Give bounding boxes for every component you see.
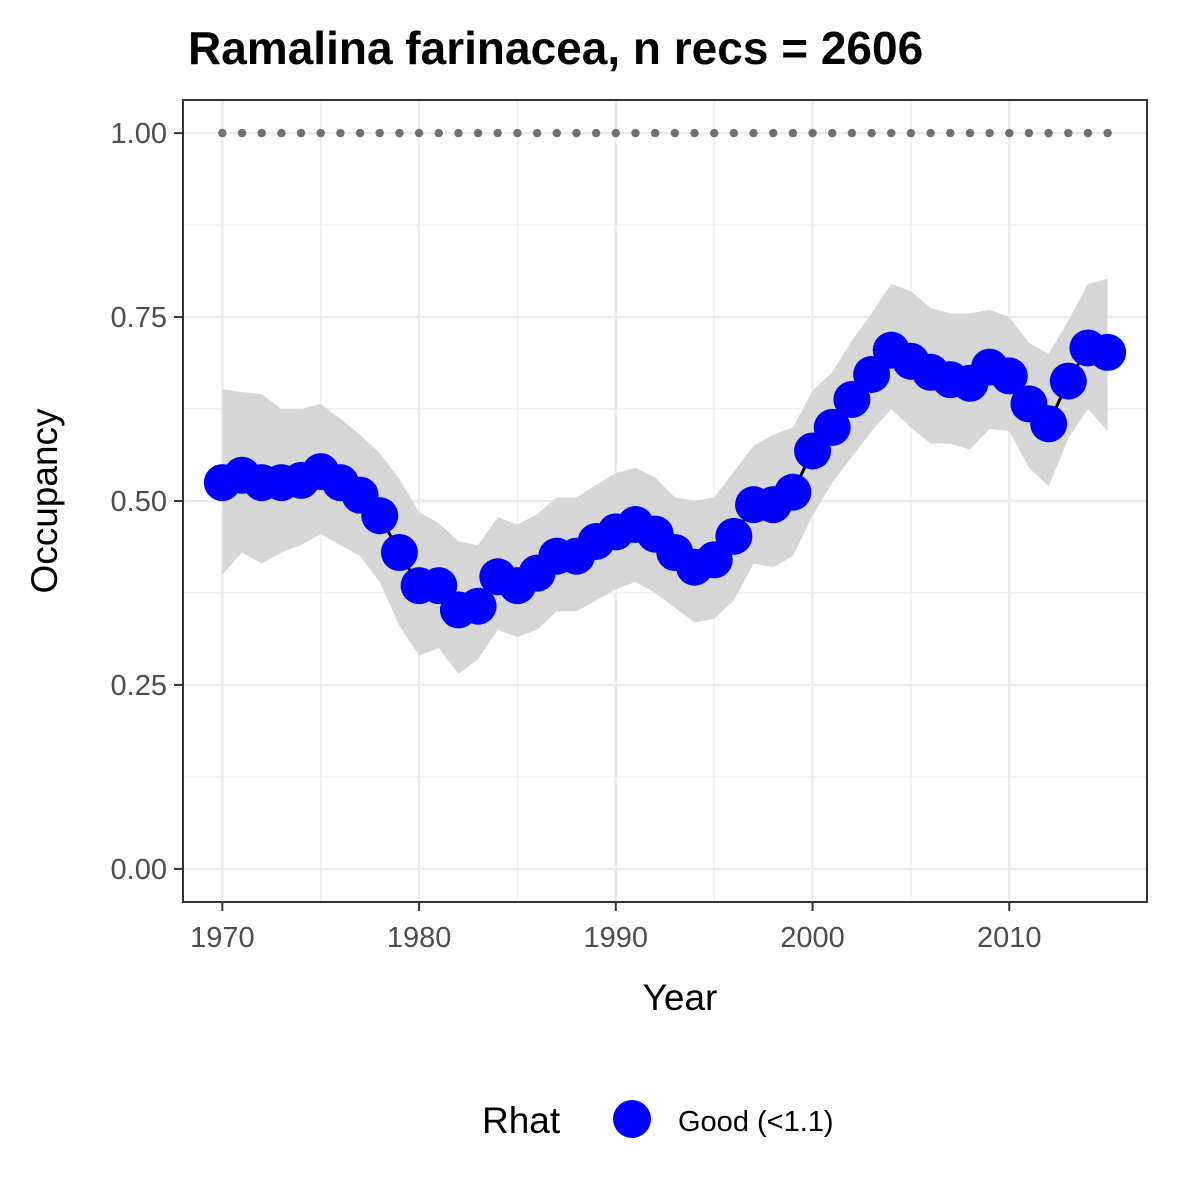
reference-dot	[532, 128, 542, 138]
occupancy-points-layer	[203, 329, 1127, 629]
reference-dot	[650, 128, 660, 138]
reference-dot	[336, 128, 345, 138]
reference-dot	[493, 128, 502, 138]
reference-dot	[887, 128, 896, 138]
reference-dot	[1044, 128, 1053, 138]
reference-dot	[218, 128, 227, 138]
reference-dot	[808, 128, 817, 138]
reference-dot	[769, 128, 778, 138]
reference-dot	[414, 128, 424, 138]
reference-dot	[296, 128, 306, 138]
y-tick-label: 1.00	[111, 118, 167, 150]
reference-dot	[867, 128, 876, 138]
reference-dot	[591, 128, 601, 138]
occupancy-point-1996	[715, 517, 753, 555]
y-tick-label: 0.75	[111, 302, 167, 334]
reference-dot	[965, 128, 975, 138]
x-tick-label: 2010	[977, 922, 1042, 954]
reference-dot	[749, 128, 758, 138]
reference-dot	[355, 128, 365, 138]
reference-dot	[985, 128, 994, 138]
reference-dot	[670, 128, 680, 138]
y-axis-ticks: 0.00 0.25 0.50 0.75 1.00	[111, 118, 183, 886]
x-tick-label: 1990	[584, 922, 649, 954]
x-tick-label: 1970	[190, 922, 255, 954]
occupancy-point-2015	[1089, 333, 1127, 371]
reference-dot	[946, 128, 955, 138]
x-tick-label: 1980	[387, 922, 452, 954]
reference-dot	[1024, 128, 1034, 138]
y-tick-label: 0.50	[111, 486, 167, 518]
occupancy-point-2001	[813, 408, 851, 446]
reference-dot	[237, 128, 247, 138]
reference-dot	[316, 128, 325, 138]
reference-dot	[1103, 128, 1112, 138]
occupancy-point-1983	[459, 587, 497, 625]
legend-key-good	[613, 1100, 651, 1138]
occupancy-point-2010	[990, 357, 1028, 395]
occupancy-point-1979	[380, 534, 418, 572]
reference-dot	[611, 128, 621, 138]
occupancy-point-1999	[774, 473, 812, 511]
reference-dot	[1064, 128, 1073, 138]
reference-line-layer	[218, 128, 1112, 138]
reference-dot	[1005, 128, 1014, 138]
x-tick-label: 2000	[780, 922, 845, 954]
legend: Rhat Good (<1.1)	[482, 1100, 834, 1141]
reference-dot	[926, 128, 935, 138]
y-tick-label: 0.00	[111, 854, 167, 886]
reference-dot	[690, 128, 699, 138]
reference-dot	[375, 128, 384, 138]
occupancy-point-2012	[1030, 405, 1068, 443]
reference-dot	[513, 128, 522, 138]
reference-dot	[1083, 128, 1093, 138]
reference-dot	[828, 128, 837, 138]
occupancy-point-1978	[361, 497, 399, 535]
reference-dot	[454, 128, 463, 138]
reference-dot	[729, 128, 739, 138]
reference-dot	[572, 128, 581, 138]
reference-dot	[709, 128, 719, 138]
y-tick-label: 0.25	[111, 670, 167, 702]
reference-dot	[257, 128, 266, 138]
y-axis-title: Occupancy	[24, 408, 65, 594]
reference-dot	[906, 128, 916, 138]
reference-dot	[631, 128, 640, 138]
x-axis-ticks: 1970 1980 1990 2000 2010	[190, 902, 1042, 954]
reference-dot	[395, 128, 404, 138]
chart-title: Ramalina farinacea, n recs = 2606	[188, 22, 923, 74]
legend-label-good: Good (<1.1)	[678, 1106, 834, 1138]
reference-dot	[277, 128, 286, 138]
occupancy-point-2013	[1049, 362, 1087, 400]
legend-title: Rhat	[482, 1100, 561, 1141]
reference-dot	[847, 128, 857, 138]
reference-dot	[434, 128, 443, 138]
reference-dot	[788, 128, 798, 138]
reference-dot	[552, 128, 561, 138]
x-axis-title: Year	[643, 977, 718, 1018]
occupancy-point-2002	[833, 380, 871, 418]
reference-dot	[473, 128, 483, 138]
